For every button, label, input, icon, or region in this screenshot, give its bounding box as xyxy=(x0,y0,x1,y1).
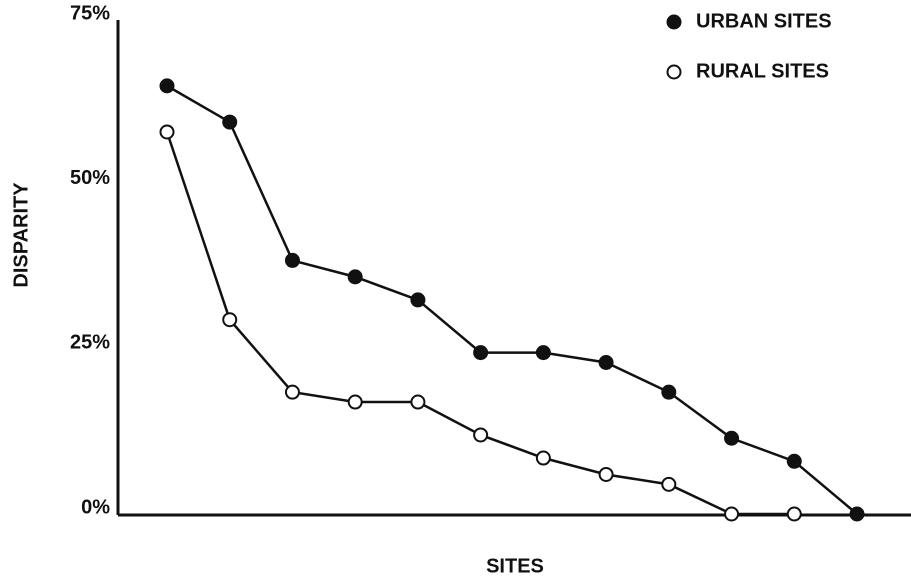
data-point xyxy=(661,384,677,400)
data-point xyxy=(724,430,740,446)
data-point xyxy=(159,78,175,94)
data-point xyxy=(535,345,551,361)
legend-label: RURAL SITES xyxy=(696,60,829,82)
legend-label: URBAN SITES xyxy=(696,10,832,32)
data-point xyxy=(598,355,614,371)
data-point xyxy=(347,269,363,285)
data-point xyxy=(222,114,238,130)
data-point xyxy=(724,506,740,522)
data-point xyxy=(347,394,363,410)
y-tick-label: 0% xyxy=(81,496,110,518)
y-tick-label: 25% xyxy=(70,332,110,354)
data-point xyxy=(661,476,677,492)
data-point xyxy=(786,506,802,522)
y-axis-label: DISPARITY xyxy=(10,182,32,288)
data-point xyxy=(473,345,489,361)
data-point xyxy=(410,394,426,410)
x-axis-label: SITES xyxy=(486,555,544,577)
data-point xyxy=(598,466,614,482)
legend-marker xyxy=(666,64,682,80)
data-point xyxy=(284,384,300,400)
legend-marker xyxy=(666,14,682,30)
series-line xyxy=(166,84,858,515)
data-point xyxy=(159,124,175,140)
data-point xyxy=(222,312,238,328)
data-point xyxy=(786,453,802,469)
data-point xyxy=(410,292,426,308)
y-tick-label: 75% xyxy=(70,2,110,24)
data-point xyxy=(849,506,865,522)
y-tick-label: 50% xyxy=(70,167,110,189)
data-point xyxy=(473,427,489,443)
data-point xyxy=(535,450,551,466)
data-point xyxy=(284,252,300,268)
